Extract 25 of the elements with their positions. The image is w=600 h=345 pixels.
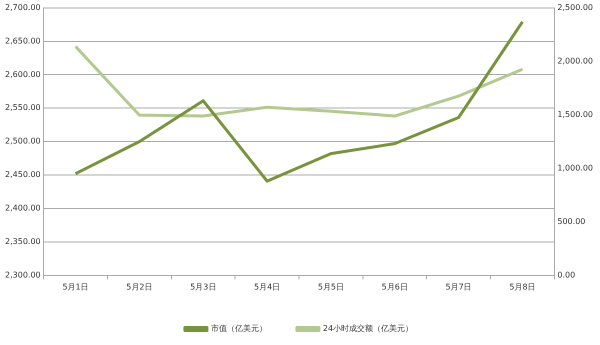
y-tick-label: 2,550.00: [5, 103, 41, 112]
y2-tick-label: 1,000.00: [557, 163, 593, 172]
x-tick-label: 5月2日: [126, 282, 152, 292]
y-tick-label: 2,700.00: [5, 2, 41, 12]
x-tick-label: 5月5日: [318, 282, 344, 292]
y2-tick-label: 1,500.00: [557, 110, 593, 119]
y-tick-label: 2,600.00: [5, 70, 41, 79]
y2-tick-label: 500.00: [557, 216, 586, 226]
y-tick-label: 2,650.00: [5, 36, 41, 46]
x-tick-label: 5月4日: [254, 282, 280, 292]
y-tick-label: 2,500.00: [5, 136, 41, 146]
x-tick-label: 5月1日: [62, 282, 89, 292]
y-tick-label: 2,400.00: [5, 204, 41, 213]
y2-tick-label: 2,500.00: [557, 2, 593, 12]
legend-label: 市值（亿美元）: [210, 324, 267, 334]
x-tick-label: 5月7日: [446, 282, 472, 292]
y-tick-label: 2,350.00: [5, 237, 41, 246]
y2-tick-label: 2,000.00: [557, 56, 593, 66]
y-tick-label: 2,300.00: [5, 270, 41, 280]
y2-tick-label: 0.00: [557, 270, 576, 280]
x-tick-label: 5月3日: [190, 282, 216, 292]
x-tick-label: 5月6日: [382, 282, 408, 292]
y-tick-label: 2,450.00: [5, 170, 41, 180]
x-tick-label: 5月8日: [509, 282, 536, 292]
legend-label: 24小时成交额（亿美元）: [322, 324, 414, 334]
